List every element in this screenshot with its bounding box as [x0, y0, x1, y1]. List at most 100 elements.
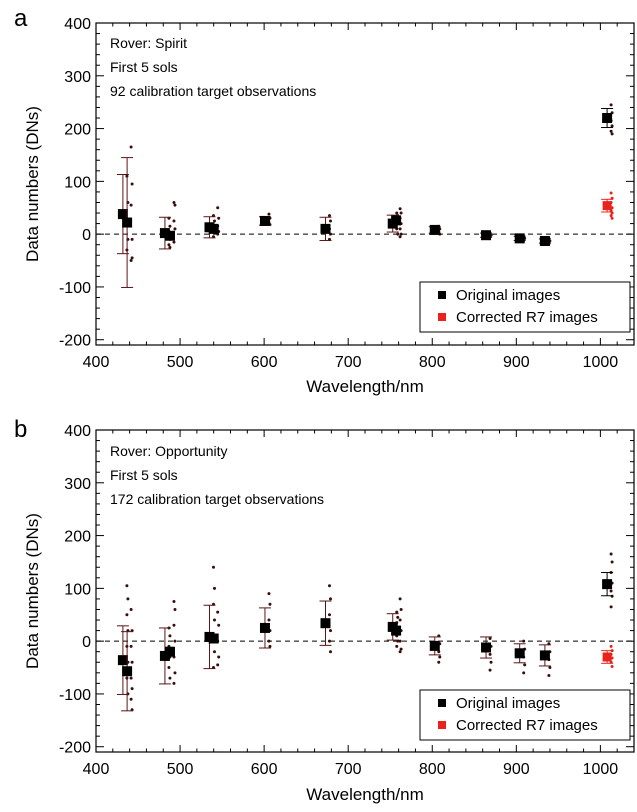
panel-b-original-scatter-point [125, 613, 129, 617]
panel-b-original-mean-marker [602, 579, 613, 590]
panel-a-original-mean-marker [481, 230, 492, 241]
panel-b-original-mean-marker [159, 650, 170, 661]
panel-a-original-scatter-point [609, 129, 613, 133]
panel-a-original-scatter-point [267, 212, 271, 216]
panel-b-xtick-label: 800 [419, 761, 446, 778]
panel-b-legend-original-swatch [438, 699, 446, 707]
panel-b-original-mean-marker [514, 648, 525, 659]
panel-b-original-scatter-point [217, 655, 221, 659]
panel-b-original-scatter-point [327, 584, 331, 588]
panel-a-original-scatter-point [395, 211, 399, 215]
panel-a-original-scatter-point [609, 103, 613, 107]
panel-b-original-mean-marker [320, 618, 331, 629]
panel-b-original-scatter-point [130, 687, 134, 691]
panel-a-corrected-scatter-point [610, 216, 614, 220]
panel-a-xtick-label: 900 [503, 354, 530, 371]
panel-a-ytick-label: 100 [64, 174, 91, 191]
panel-b-original-mean-marker [391, 625, 402, 636]
panel-b-annotation-count: 172 calibration target observations [110, 491, 324, 507]
panel-a-legend-corrected-swatch [438, 313, 446, 321]
panel-a-original-scatter-point [328, 219, 332, 223]
panel-a-ytick-label: -200 [59, 333, 91, 350]
panel-a-xtick-label: 600 [251, 354, 278, 371]
panel-b-original-scatter-point [217, 623, 221, 627]
panel-a-xlabel: Wavelength/nm [306, 377, 423, 396]
panel-a-xtick-label: 400 [83, 354, 110, 371]
panel-a-legend-corrected-label: Corrected R7 images [456, 309, 598, 326]
panel-a-original-scatter-point [129, 145, 133, 149]
panel-b-legend-box [419, 689, 631, 741]
panel-a-legend-box [419, 281, 631, 333]
panel-b-original-scatter-point [173, 639, 177, 643]
panel-b-marks [96, 552, 634, 712]
panel-a-original-scatter-point [610, 124, 614, 128]
panel-b-original-scatter-point [168, 634, 172, 638]
panel-b-original-scatter-point [398, 639, 402, 643]
panel-b-original-scatter-point [395, 644, 399, 648]
panel-a-original-scatter-point [173, 203, 177, 207]
panel-a-xtick-label: 700 [335, 354, 362, 371]
panel-b-original-scatter-point [609, 552, 613, 556]
panel-b-original-scatter-point [328, 650, 332, 654]
panel-b-corrected-scatter-point [610, 664, 614, 668]
panel-a-original-mean-marker [391, 215, 402, 226]
panel-a-letter: a [14, 5, 28, 32]
panel-b-original-scatter-point [488, 637, 492, 641]
panel-a-original-scatter-point [130, 182, 134, 186]
panel-a-original-scatter-point [168, 224, 172, 228]
panel-a-ticks: 400 500 600 700 800 900 1000 -200 -100 0 100 200 300… [59, 16, 635, 371]
panel-b-original-scatter-point [125, 584, 129, 588]
panel-b-legend-corrected-label: Corrected R7 images [456, 717, 598, 734]
panel-b-original-scatter-point [547, 673, 551, 677]
panel-b-original-scatter-point [211, 565, 215, 569]
panel-b-original-scatter-point [437, 660, 441, 664]
panel-b-xtick-label: 400 [83, 761, 110, 778]
panel-b-annotation-sols: First 5 sols [110, 467, 178, 483]
panel-a-original-scatter-point [212, 219, 216, 223]
panel-a-xtick-label: 500 [167, 354, 194, 371]
panel-a-original-scatter-point [396, 232, 400, 236]
panel-a-original-scatter-point [398, 207, 402, 211]
panel-b-original-scatter-point [609, 589, 613, 593]
panel-b-original-scatter-point [173, 671, 177, 675]
panel-b-original-scatter-point [212, 650, 216, 654]
panel-a-original-mean-marker [429, 224, 440, 235]
panel-b-original-scatter-point [129, 676, 133, 680]
panel-b-original-scatter-point [168, 676, 172, 680]
panel-b-original-scatter-point [212, 618, 216, 622]
panel-b-ytick-label: 200 [64, 529, 91, 546]
panel-a-legend: Original images Corrected R7 images [419, 281, 631, 333]
panel-a-original-scatter-point [172, 200, 176, 204]
panel-a-corrected-mean-marker [602, 201, 612, 211]
panel-b-original-scatter-point [212, 586, 216, 590]
panel-a-original-scatter-point [216, 206, 220, 210]
panel-a-original-mean-marker [259, 215, 270, 226]
panel-b-original-scatter-point [399, 647, 403, 651]
panel-b-original-scatter-point [268, 644, 272, 648]
panel-b-original-scatter-point [398, 597, 402, 601]
panel-b-original-mean-marker [429, 640, 440, 651]
panel-a-annotation-count: 92 calibration target observations [110, 83, 316, 99]
panel-b-ytick-label: 0 [82, 634, 91, 651]
panel-b-ytick-label: -100 [59, 687, 91, 704]
panel-b-original-scatter-point [395, 610, 399, 614]
panel-b-original-scatter-point [398, 618, 402, 622]
panel-a-original-mean-marker [159, 228, 170, 239]
panel-b-original-scatter-point [172, 623, 176, 627]
panel-a-original-scatter-point [172, 240, 176, 244]
panel-a-corrected-scatter-point [609, 191, 613, 195]
panel-a-original-mean-marker [602, 113, 613, 124]
panel-a-xtick-label: 800 [419, 354, 446, 371]
panel-a-annotation-rover: Rover: Spirit [110, 35, 187, 51]
panel-b-original-scatter-point [328, 629, 332, 633]
panel-b-original-scatter-point [396, 615, 400, 619]
panel-b-original-scatter-point [129, 644, 133, 648]
panel-a-original-scatter-point [129, 259, 133, 263]
panel-b-original-scatter-point [216, 663, 220, 667]
panel-a-original-scatter-point [167, 243, 171, 247]
panel-b-xtick-label: 1000 [583, 761, 619, 778]
panel-a-original-mean-marker [320, 223, 331, 234]
panel-b-original-scatter-point [398, 650, 402, 654]
panel-b-original-scatter-point [268, 602, 272, 606]
panel-b-original-mean-marker [117, 655, 128, 666]
